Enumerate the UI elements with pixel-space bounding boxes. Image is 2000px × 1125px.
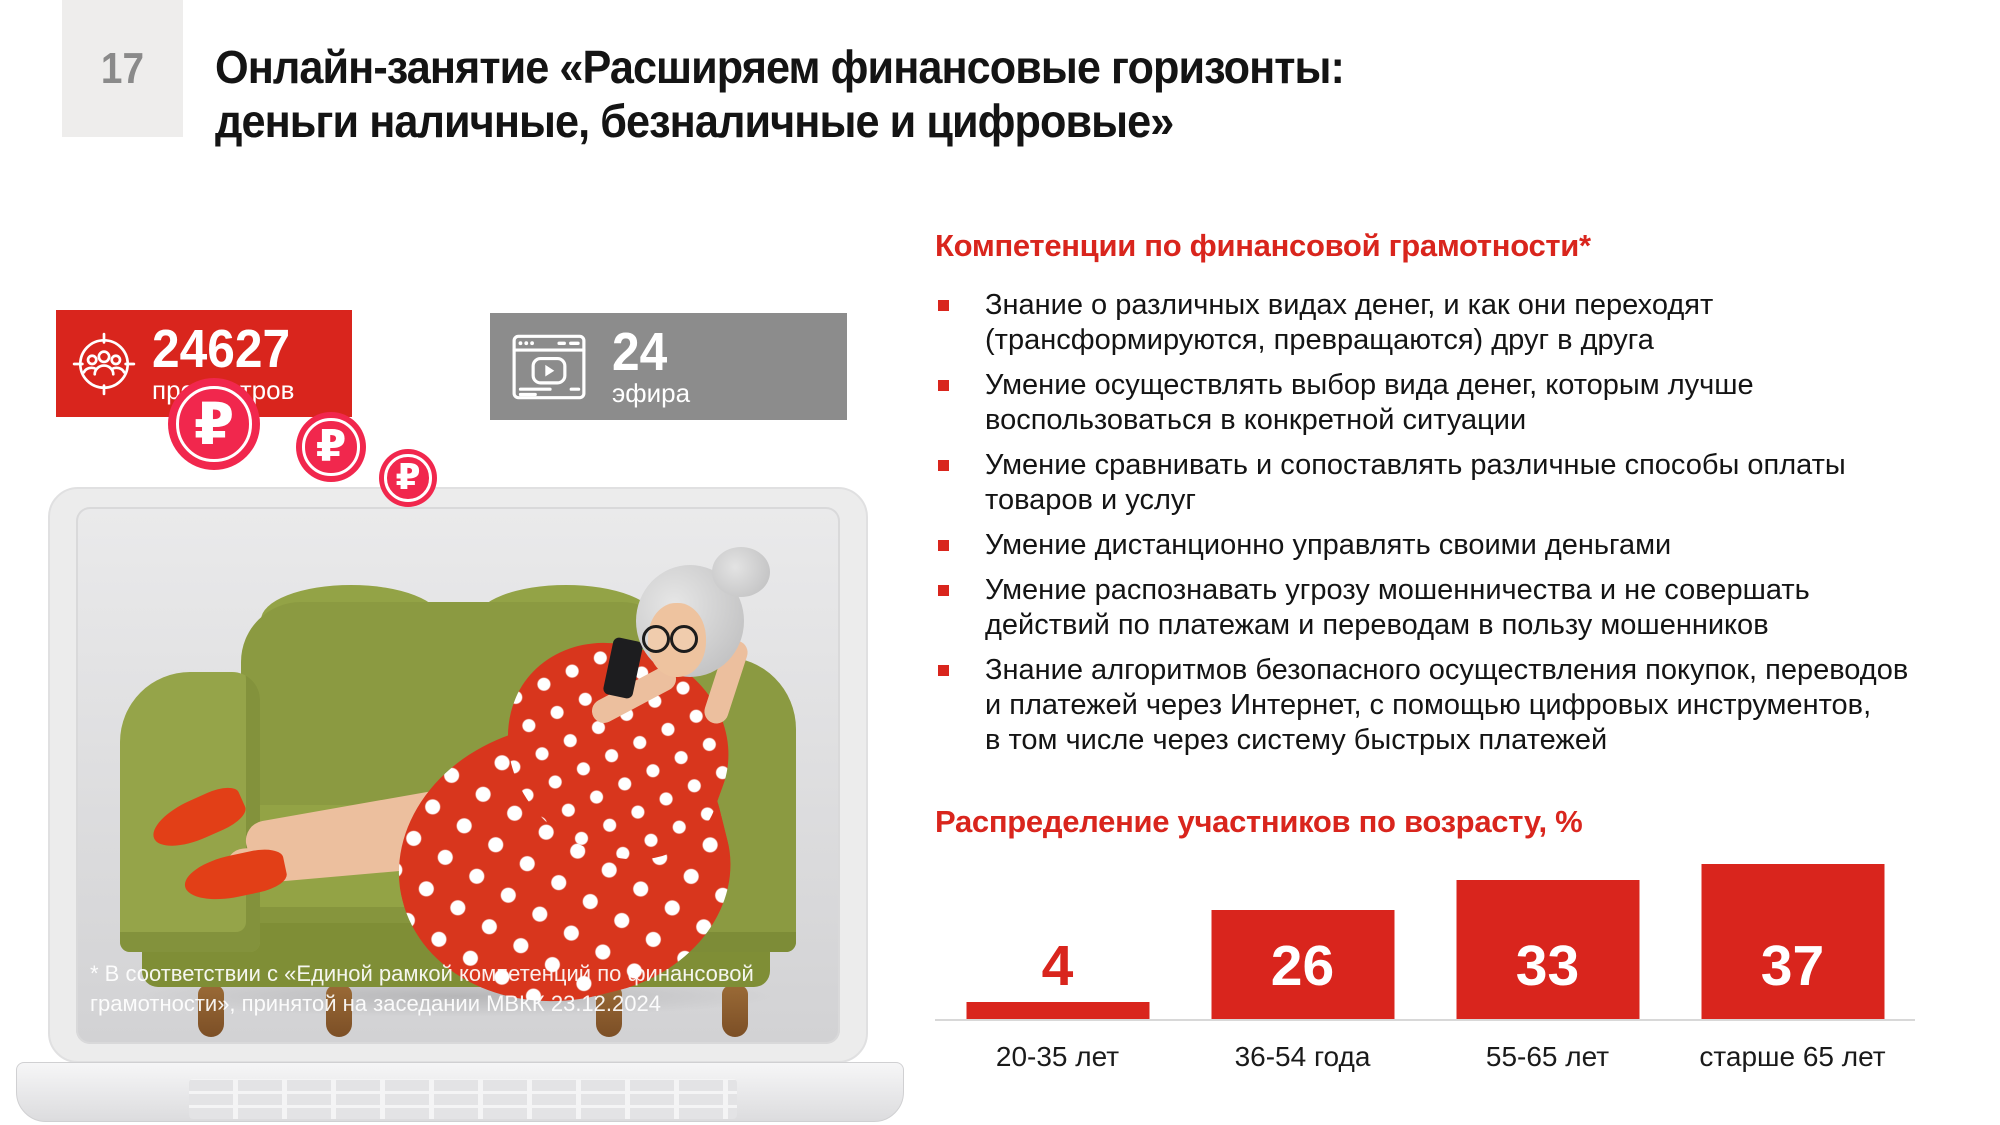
- couch-leg: [722, 985, 748, 1037]
- woman-hair-bun: [712, 547, 770, 597]
- chart-value: 4: [1041, 934, 1074, 998]
- views-count: 24627: [152, 319, 291, 379]
- chart-category-label: 36-54 года: [1234, 1041, 1371, 1072]
- bullet-line: Знание алгоритмов безопасного осуществле…: [985, 654, 1909, 686]
- bullet-line: Умение осуществлять выбор вида денег, ко…: [985, 369, 1754, 401]
- broadcasts-label: эфира: [612, 378, 691, 408]
- bullet-item: Умение сравнивать и сопоставлять различн…: [935, 448, 1925, 518]
- chart-bar: [1456, 880, 1639, 1019]
- bullet-line: Умение распознавать угрозу мошенничества…: [985, 574, 1810, 606]
- chart-column: 26: [1180, 845, 1425, 1019]
- bullet-item: Знание алгоритмов безопасного осуществле…: [935, 653, 1925, 758]
- chart-bar: [1211, 910, 1394, 1019]
- chart-value: 26: [1270, 934, 1335, 998]
- chart-baseline: [935, 1019, 1915, 1021]
- chart-category-label: 55-65 лет: [1485, 1041, 1610, 1072]
- ruble-coin-icon: ₽: [296, 412, 366, 482]
- competencies-heading: Компетенции по финансовой грамотности*: [935, 228, 1591, 263]
- bullet-line: и платежей через Интернет, с помощью циф…: [985, 689, 1872, 721]
- chart-column: 33: [1425, 845, 1670, 1019]
- photo-footnote-line1: * В соответствии с «Единой рамкой компет…: [90, 961, 754, 986]
- bullet-marker-icon: [938, 540, 949, 551]
- bullet-line: в том числе через систему быстрых платеж…: [985, 724, 1608, 756]
- laptop-keyboard: [189, 1079, 737, 1119]
- laptop-base: [16, 1062, 904, 1122]
- couch-leg: [326, 985, 352, 1037]
- bullet-item: Умение распознавать угрозу мошенничества…: [935, 573, 1925, 643]
- bullet-item: Знание о различных видах денег, и как он…: [935, 288, 1925, 358]
- age-chart-heading: Распределение участников по возрасту, %: [935, 804, 1583, 839]
- page-number: 17: [100, 43, 145, 93]
- ruble-symbol: ₽: [193, 390, 235, 458]
- laptop-screen-photo: * В соответствии с «Единой рамкой компет…: [76, 507, 840, 1044]
- age-distribution-chart: 4 26 33 37 20-35 лет 36-54 года 55-65 ле…: [935, 845, 1915, 1073]
- chart-column: 4: [935, 845, 1180, 1019]
- ruble-coin-icon: ₽: [379, 449, 437, 507]
- ruble-symbol: ₽: [315, 421, 347, 472]
- bullet-marker-icon: [938, 585, 949, 596]
- glasses-icon: [670, 625, 698, 653]
- chart-bar: [966, 1002, 1149, 1019]
- bullet-marker-icon: [938, 380, 949, 391]
- photo-footnote-line2: грамотности», принятой на заседании МВКК…: [90, 991, 661, 1016]
- bullet-line: действий по платежам и переводам в польз…: [985, 609, 1769, 641]
- chart-category-labels: 20-35 лет 36-54 года 55-65 лет старше 65…: [935, 1041, 1915, 1073]
- bullet-line: воспользоваться в конкретной ситуации: [985, 404, 1527, 436]
- ruble-coin-icon: ₽: [168, 378, 260, 470]
- bullet-line: Умение сравнивать и сопоставлять различн…: [985, 449, 1846, 481]
- glasses-icon: [642, 625, 670, 653]
- chart-category-label: старше 65 лет: [1699, 1041, 1886, 1072]
- chart-category-label: 20-35 лет: [995, 1041, 1120, 1072]
- chart-value: 33: [1515, 934, 1580, 998]
- stat-card-broadcasts: 24 эфира: [490, 313, 847, 420]
- audience-target-icon: [72, 332, 136, 395]
- photo-footnote: * В соответствии с «Единой рамкой компет…: [90, 959, 754, 1019]
- bullet-line: Знание о различных видах денег, и как он…: [985, 289, 1714, 321]
- bullet-item: Умение осуществлять выбор вида денег, ко…: [935, 368, 1925, 438]
- couch-leg: [198, 985, 224, 1037]
- competencies-list: Знание о различных видах денег, и как он…: [935, 288, 1925, 768]
- bullet-marker-icon: [938, 300, 949, 311]
- bullet-line: товаров и услуг: [985, 484, 1196, 516]
- page-number-box: 17: [62, 0, 183, 137]
- broadcasts-count: 24: [612, 322, 668, 382]
- webinar-window-icon: [512, 334, 586, 399]
- chart-column: 37: [1670, 845, 1915, 1019]
- bullet-marker-icon: [938, 665, 949, 676]
- slide-title-line2: деньги наличные, безналичные и цифровые»: [215, 95, 1174, 147]
- bullet-line: Умение дистанционно управлять своими ден…: [985, 529, 1672, 561]
- bullet-item: Умение дистанционно управлять своими ден…: [935, 528, 1925, 563]
- chart-bar: [1701, 864, 1884, 1019]
- bullet-line: (трансформируются, превращаются) друг в …: [985, 324, 1654, 356]
- chart-plot-area: 4 26 33 37: [935, 845, 1915, 1019]
- chart-value: 37: [1760, 934, 1825, 998]
- ruble-symbol: ₽: [395, 457, 421, 498]
- slide-title: Онлайн-занятие «Расширяем финансовые гор…: [215, 40, 1345, 148]
- bullet-marker-icon: [938, 460, 949, 471]
- slide-title-line1: Онлайн-занятие «Расширяем финансовые гор…: [215, 41, 1345, 93]
